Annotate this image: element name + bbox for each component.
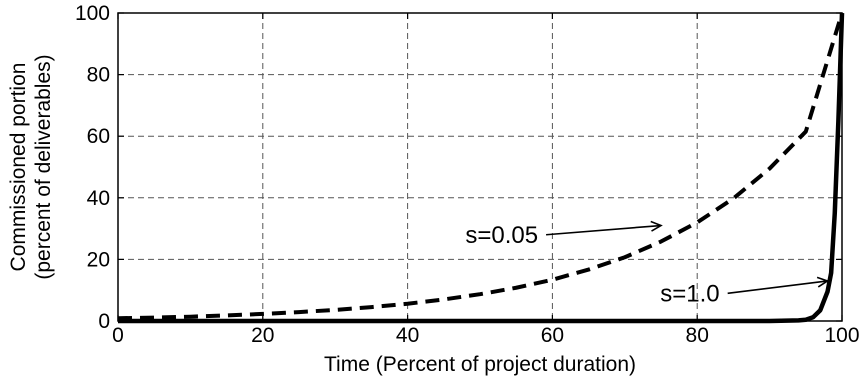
axis-ticks: 0 20 40 60 80 100 0 20 40 60 80 100 [75, 2, 860, 347]
annotation-label-0: s=0.05 [465, 222, 538, 249]
y-tick-label-40: 40 [87, 187, 110, 210]
annotation-arrow-shaft-1 [727, 280, 828, 295]
y-axis-label-line-1: Commissioned portion [7, 63, 30, 272]
series-line-1 [118, 12, 845, 324]
x-tick-label-60: 60 [541, 324, 564, 347]
y-tick-label-60: 60 [87, 125, 110, 148]
annotation-label-1: s=1.0 [660, 280, 719, 307]
series-layer [117, 12, 845, 324]
annotation-arrow-head-1 [816, 276, 830, 288]
series-line-0 [117, 12, 844, 321]
y-tick-label-0: 0 [98, 310, 110, 333]
y-axis-label: Commissioned portion (percent of deliver… [7, 54, 55, 279]
annotations: s=0.05 s=1.0 [465, 220, 830, 307]
annotation-arrow-shaft-0 [546, 224, 662, 236]
y-tick-label-80: 80 [87, 64, 110, 87]
plot-frame [117, 12, 843, 322]
y-tick-label-100: 100 [75, 2, 110, 25]
x-tick-label-80: 80 [686, 324, 709, 347]
y-axis-label-line-2: (percent of deliverables) [32, 54, 55, 279]
x-tick-label-40: 40 [396, 324, 419, 347]
x-axis-label: Time (Percent of project duration) [324, 353, 636, 376]
annotation-arrow-head-0 [650, 220, 663, 232]
x-tick-label-0: 0 [112, 324, 124, 347]
x-tick-label-20: 20 [251, 324, 274, 347]
y-tick-label-20: 20 [87, 248, 110, 271]
grid-lines [118, 13, 842, 321]
x-tick-label-100: 100 [824, 324, 859, 347]
